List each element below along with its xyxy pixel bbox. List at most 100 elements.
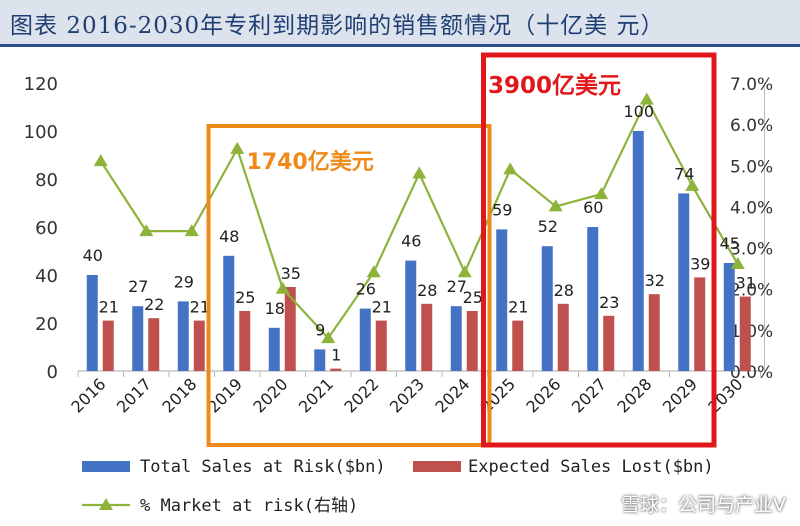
bar-total-sales-at-risk <box>541 246 553 371</box>
legend-swatch-triangle <box>99 498 113 510</box>
bar-total-sales-at-risk <box>496 229 508 371</box>
legend-label-market: % Market at risk(右轴) <box>140 496 358 516</box>
x-axis-tick-label: 2024 <box>431 374 473 416</box>
line-marker-triangle <box>139 224 154 237</box>
data-label-total: 45 <box>720 234 740 253</box>
line-marker-triangle <box>594 187 609 200</box>
data-label-lost: 39 <box>690 254 710 273</box>
x-axis-tick-label: 2029 <box>659 374 701 416</box>
bar-total-sales-at-risk <box>223 255 235 371</box>
left-axis-tick-label: 60 <box>35 218 58 239</box>
bar-expected-sales-lost <box>694 277 706 371</box>
bar-total-sales-at-risk <box>632 131 644 371</box>
data-label-lost: 28 <box>417 281 437 300</box>
bar-total-sales-at-risk <box>314 349 326 371</box>
bar-expected-sales-lost <box>330 368 342 371</box>
data-label-lost: 32 <box>645 271 665 290</box>
data-label-total: 100 <box>623 102 654 121</box>
data-label-lost: 28 <box>554 281 574 300</box>
bar-expected-sales-lost <box>148 318 160 371</box>
bar-total-sales-at-risk <box>268 327 280 371</box>
left-axis-tick-label: 40 <box>35 266 58 287</box>
right-axis-tick-label: 1.0% <box>730 322 773 342</box>
data-label-total: 26 <box>356 280 376 299</box>
title-underline <box>0 44 800 47</box>
bar-total-sales-at-risk <box>587 227 599 371</box>
data-label-lost: 31 <box>736 274 756 293</box>
chart-title: 图表 2016-2030年专利到期影响的销售额情况（十亿美 元） <box>10 13 665 39</box>
left-axis-tick-label: 100 <box>24 122 58 143</box>
data-label-total: 48 <box>219 227 239 246</box>
x-axis-tick-label: 2023 <box>386 374 428 416</box>
line-marker-triangle <box>93 154 108 167</box>
data-label-total: 18 <box>265 299 285 318</box>
data-label-total: 27 <box>128 277 148 296</box>
bar-total-sales-at-risk <box>405 260 417 371</box>
right-axis-tick-label: 3.0% <box>730 240 773 260</box>
data-label-total: 46 <box>401 232 421 251</box>
x-axis-tick-label: 2021 <box>295 374 337 416</box>
line-marker-triangle <box>457 265 472 278</box>
data-label-lost: 21 <box>372 298 392 317</box>
title-bar: 图表 2016-2030年专利到期影响的销售额情况（十亿美 元） <box>0 0 800 44</box>
watermark-text: 雪球：公司与产业V <box>621 494 786 516</box>
line-marker-triangle <box>230 141 245 154</box>
line-marker-triangle <box>275 281 290 294</box>
data-label-total: 74 <box>674 164 694 183</box>
data-label-total: 29 <box>174 272 194 291</box>
line-marker-triangle <box>639 92 654 105</box>
x-axis-tick-label: 2020 <box>249 374 291 416</box>
data-label-total: 9 <box>315 320 325 339</box>
x-axis-tick-label: 2028 <box>613 374 655 416</box>
x-axis-tick-label: 2016 <box>67 374 109 416</box>
line-marker-triangle <box>321 331 336 344</box>
data-label-lost: 35 <box>281 264 301 283</box>
legend-label-lost: Expected Sales Lost($bn) <box>468 457 714 477</box>
left-axis-tick-label: 20 <box>35 314 58 335</box>
line-marker-triangle <box>184 224 199 237</box>
data-label-lost: 25 <box>235 288 255 307</box>
line-marker-triangle <box>685 178 700 191</box>
bar-total-sales-at-risk <box>678 193 690 371</box>
right-axis-tick-label: 4.0% <box>730 198 773 218</box>
line-marker-triangle <box>548 199 563 212</box>
annotation-label-1740: 1740亿美元 <box>247 149 374 175</box>
bar-expected-sales-lost <box>284 287 296 371</box>
data-label-total: 60 <box>583 198 603 217</box>
right-axis-tick-label: 5.0% <box>730 157 773 177</box>
data-label-total: 52 <box>538 217 558 236</box>
bar-expected-sales-lost <box>102 320 114 371</box>
line-marker-triangle <box>730 257 745 270</box>
x-axis-tick-label: 2026 <box>522 374 564 416</box>
bar-expected-sales-lost <box>421 303 433 371</box>
x-axis-tick-label: 2022 <box>340 374 382 416</box>
data-label-lost: 22 <box>144 295 164 314</box>
x-axis-tick-label: 2018 <box>158 374 200 416</box>
right-axis-tick-label: 2.0% <box>730 281 773 301</box>
annotation-box-2025-2030 <box>481 52 717 448</box>
data-label-total: 40 <box>83 246 103 265</box>
bar-expected-sales-lost <box>512 320 524 371</box>
bar-total-sales-at-risk <box>86 275 98 371</box>
data-label-lost: 23 <box>599 293 619 312</box>
left-axis-tick-label: 120 <box>24 74 58 95</box>
bar-expected-sales-lost <box>648 294 660 371</box>
bar-expected-sales-lost <box>193 320 205 371</box>
data-label-lost: 21 <box>99 298 119 317</box>
line-marker-triangle <box>412 166 427 179</box>
bar-expected-sales-lost <box>239 311 251 371</box>
bar-expected-sales-lost <box>466 311 478 371</box>
annotation-label-3900: 3900亿美元 <box>488 72 621 99</box>
data-label-total: 27 <box>447 277 467 296</box>
bar-expected-sales-lost <box>739 296 751 371</box>
data-label-lost: 21 <box>190 298 210 317</box>
bar-total-sales-at-risk <box>132 306 144 371</box>
bar-total-sales-at-risk <box>450 306 462 371</box>
data-label-lost: 21 <box>508 298 528 317</box>
bar-expected-sales-lost <box>603 315 615 371</box>
right-axis-tick-label: 6.0% <box>730 116 773 136</box>
data-label-lost: 1 <box>331 346 341 365</box>
legend-label-total: Total Sales at Risk($bn) <box>140 457 386 477</box>
line-marker-triangle <box>503 162 518 175</box>
